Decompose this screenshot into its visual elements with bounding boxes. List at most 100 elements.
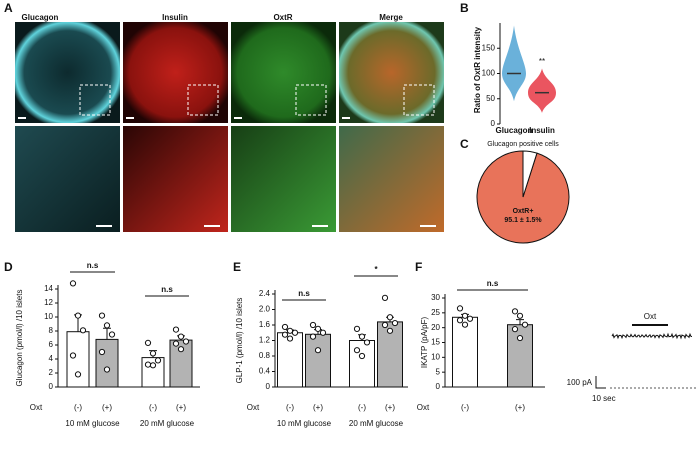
x-tick-label: (-) [461, 403, 469, 412]
bar [349, 340, 375, 388]
bar [141, 357, 165, 388]
y-tick-label: 150 [482, 43, 496, 52]
y-tick-label: 8 [49, 326, 54, 335]
x-tick-label: (+) [385, 403, 395, 412]
image [15, 126, 120, 232]
group-label: 10 mM glucose [65, 419, 120, 428]
y-tick-label: 30 [431, 293, 440, 302]
data-point [149, 362, 157, 369]
data-point [516, 334, 524, 342]
x-tick-label: (+) [176, 403, 186, 412]
y-tick-label: 25 [431, 308, 440, 317]
image [339, 126, 444, 232]
data-point [291, 329, 299, 336]
annotation: ** [539, 57, 545, 66]
y-tick-label: 0 [49, 382, 54, 391]
x-tick-label: (-) [358, 403, 366, 412]
panel-a-images: Glucagon Insulin OxtR Merge [15, 13, 444, 232]
y-tick-label: 2 [49, 368, 54, 377]
data-point [353, 347, 361, 354]
data-point [182, 338, 190, 345]
data-point [456, 305, 464, 312]
image [339, 22, 444, 123]
data-point [386, 314, 394, 321]
x-tick-label: (-) [286, 403, 294, 412]
x-tick-label: Glucagon [496, 126, 533, 135]
image [15, 22, 120, 123]
data-point [319, 329, 327, 336]
violin [528, 68, 556, 113]
data-point [103, 322, 111, 329]
y-tick-label: 2.0 [259, 305, 271, 314]
data-point [108, 331, 116, 338]
data-point [353, 325, 361, 332]
data-point [74, 312, 82, 319]
data-point [314, 347, 322, 354]
data-point [79, 327, 87, 334]
scale-bar [595, 376, 606, 389]
data-point [466, 315, 474, 322]
bar [305, 333, 331, 388]
bar [66, 331, 90, 388]
x-tick-label: Insulin [529, 126, 555, 135]
data-point [281, 323, 289, 331]
data-point [69, 280, 77, 287]
data-point [286, 327, 294, 334]
error-bar [516, 319, 524, 325]
data-point [69, 352, 77, 359]
data-point [309, 333, 317, 340]
panel-label: B [460, 1, 469, 15]
data-point [172, 326, 180, 333]
violin [502, 25, 526, 102]
data-point [314, 325, 322, 332]
panel-label: C [460, 137, 469, 151]
y-tick-label: 6 [49, 340, 54, 349]
x-tick-label: (-) [74, 403, 82, 412]
group-label: 20 mM glucose [349, 419, 404, 428]
group-label: 20 mM glucose [140, 419, 195, 428]
y-tick-label: 100 [482, 69, 496, 78]
annotation: n.s [161, 285, 173, 294]
x-tick-label: (+) [313, 403, 323, 412]
data-point [149, 350, 157, 357]
y-axis-label: Glucagon (pmol/l) /10 islets [15, 290, 24, 387]
bar [452, 316, 478, 388]
x-tick-label: (-) [149, 403, 157, 412]
panel-label: E [233, 260, 241, 274]
data-point [521, 321, 529, 328]
image-title: Merge [379, 13, 403, 22]
y-axis-label: IKATP (pA/pF) [420, 317, 429, 369]
data-point [309, 321, 317, 329]
treatment-label: Oxt [30, 403, 43, 412]
scale-bars [18, 117, 436, 227]
scale-y: 100 pA [567, 378, 593, 387]
panel-label: F [415, 260, 422, 274]
data-point [381, 321, 389, 329]
inset-boxes [79, 84, 435, 116]
data-point [381, 294, 389, 301]
y-tick-label: 4 [49, 354, 54, 363]
data-point [461, 312, 469, 319]
annotation: n.s [487, 279, 499, 288]
data-point [98, 348, 106, 356]
treatment-label: Oxt [417, 403, 430, 412]
bar [377, 321, 403, 388]
image-title: Insulin [162, 13, 188, 22]
group-label: 10 mM glucose [277, 419, 332, 428]
y-tick-label: 10 [44, 312, 53, 321]
y-axis-label: GLP-1 (pmol/l) /10 islets [235, 298, 244, 384]
panel-label: D [4, 260, 13, 274]
annotation: n.s [87, 261, 99, 270]
data-point [177, 346, 185, 353]
data-point [281, 331, 289, 338]
data-point [286, 335, 294, 342]
y-tick-label: 2.4 [259, 289, 271, 298]
y-tick-label: 20 [431, 323, 440, 332]
y-tick-label: 14 [44, 284, 53, 293]
image [123, 22, 228, 123]
data-point [511, 326, 519, 333]
x-tick-label: (+) [102, 403, 112, 412]
data-point [177, 333, 185, 340]
y-tick-label: 10 [431, 352, 440, 361]
